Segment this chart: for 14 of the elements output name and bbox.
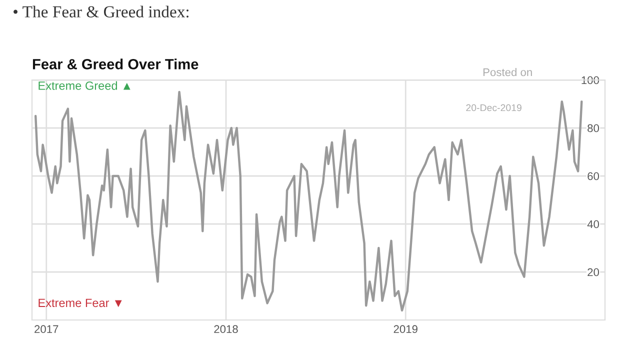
x-tick-label: 2017 [34,325,58,334]
text: Posted on [483,68,532,76]
annotation: Extreme Greed ▲ [38,81,130,90]
y-tick-label: 20 [588,268,600,276]
annotation: 20-Dec-2019 [466,104,522,112]
y-tick-label: 60 [588,172,600,180]
x-tick-label: 2018 [214,325,238,334]
chart-subtitle: Fear & Greed Over Time [32,58,198,70]
annotation: Extreme Fear ▼ [38,298,122,308]
x-tick-label: 2019 [394,325,418,334]
chart-title: • The Fear & Greed index: [14,6,188,18]
y-tick-label: 40 [587,220,600,228]
line-series [34,90,583,312]
y-tick-label: 80 [588,124,600,132]
